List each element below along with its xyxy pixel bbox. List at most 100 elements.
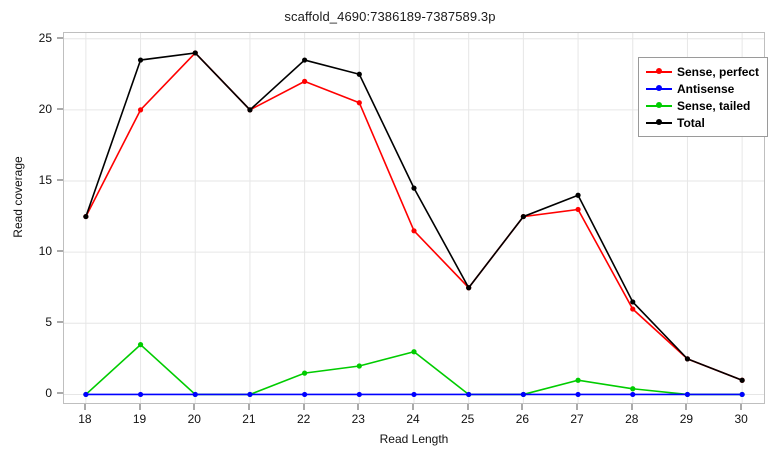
data-point xyxy=(302,391,308,398)
data-point xyxy=(575,377,581,383)
data-point xyxy=(83,213,89,220)
y-tick-mark xyxy=(57,250,63,252)
legend-key-icon xyxy=(644,97,674,114)
chart-legend: Sense, perfect Antisense Sense, tailed Tota… xyxy=(638,57,769,137)
x-tick-label: 30 xyxy=(734,412,748,426)
x-tick-mark xyxy=(248,404,250,410)
y-tick-mark xyxy=(57,179,63,181)
legend-key-marker xyxy=(656,102,662,108)
legend-key-marker xyxy=(656,119,662,125)
data-point xyxy=(630,391,636,398)
legend-item: Sense, tailed xyxy=(644,97,759,114)
legend-key-marker xyxy=(656,85,662,91)
y-axis-tick-marks xyxy=(56,32,63,404)
data-point xyxy=(466,391,472,398)
legend-key-icon xyxy=(644,63,674,80)
data-point xyxy=(739,391,745,398)
x-tick-label: 23 xyxy=(351,412,365,426)
chart-title: scaffold_4690:7386189-7387589.3p xyxy=(284,9,496,24)
legend-item: Total xyxy=(644,114,759,131)
x-tick-mark xyxy=(412,404,414,410)
data-point xyxy=(411,228,417,234)
y-axis-tick-labels: 0 5 10 15 20 25 xyxy=(0,30,52,404)
data-point xyxy=(192,391,198,398)
data-point xyxy=(411,391,417,398)
series-antisense xyxy=(83,391,745,398)
x-tick-mark xyxy=(467,404,469,410)
data-point xyxy=(192,50,198,56)
data-point xyxy=(356,100,362,106)
x-tick-mark xyxy=(193,404,195,410)
y-tick-label: 15 xyxy=(38,173,52,187)
x-axis-tick-marks xyxy=(63,404,765,411)
y-tick-mark xyxy=(57,392,63,394)
data-point xyxy=(466,285,472,291)
y-tick-label: 5 xyxy=(45,315,52,330)
x-tick-label: 28 xyxy=(625,412,639,426)
data-point xyxy=(247,107,253,113)
y-tick-mark xyxy=(57,37,63,39)
x-tick-mark xyxy=(740,404,742,410)
data-point xyxy=(684,391,691,398)
legend-item: Sense, perfect xyxy=(644,63,759,80)
x-tick-label: 29 xyxy=(679,412,694,426)
legend-key-icon xyxy=(644,114,674,131)
x-tick-mark xyxy=(685,404,687,410)
y-tick-mark xyxy=(57,108,63,110)
x-tick-label: 26 xyxy=(515,412,530,426)
data-point xyxy=(356,363,362,369)
data-point xyxy=(630,386,636,392)
data-point xyxy=(630,299,636,305)
y-tick-label: 0 xyxy=(45,386,52,401)
data-point xyxy=(137,107,144,113)
legend-key-icon xyxy=(644,80,674,97)
x-tick-mark xyxy=(139,404,141,410)
x-tick-label: 18 xyxy=(78,412,92,426)
data-point xyxy=(356,391,362,398)
data-point xyxy=(411,349,417,355)
legend-item: Antisense xyxy=(644,80,759,97)
data-point xyxy=(137,342,144,348)
data-point xyxy=(575,391,581,398)
x-tick-label: 27 xyxy=(570,412,584,426)
y-tick-mark xyxy=(57,321,63,323)
data-point xyxy=(83,391,89,398)
data-point xyxy=(684,356,691,362)
legend-key-marker xyxy=(656,68,662,74)
data-point xyxy=(575,192,581,198)
legend-item-label: Antisense xyxy=(677,81,735,96)
x-tick-mark xyxy=(303,404,305,410)
y-tick-label: 20 xyxy=(38,101,52,116)
data-point xyxy=(137,391,144,398)
x-tick-label: 19 xyxy=(132,412,147,426)
y-tick-label: 25 xyxy=(38,30,52,45)
legend-item-label: Sense, tailed xyxy=(677,98,751,113)
data-point xyxy=(247,391,253,398)
data-point xyxy=(137,57,144,63)
data-point xyxy=(302,370,308,376)
x-tick-label: 22 xyxy=(296,412,311,426)
data-point xyxy=(356,71,362,77)
x-tick-label: 20 xyxy=(187,412,201,426)
data-point xyxy=(739,377,745,383)
data-point xyxy=(520,213,526,220)
x-tick-mark xyxy=(521,404,523,410)
x-tick-label: 24 xyxy=(406,412,420,426)
data-point xyxy=(520,391,526,398)
x-tick-mark xyxy=(357,404,359,410)
data-point xyxy=(630,306,636,312)
x-tick-mark xyxy=(84,404,86,410)
legend-item-label: Total xyxy=(677,115,705,130)
x-tick-mark xyxy=(576,404,578,410)
x-tick-label: 21 xyxy=(242,412,256,426)
y-tick-label: 10 xyxy=(38,244,52,259)
x-tick-label: 25 xyxy=(461,412,475,426)
data-point xyxy=(302,57,308,63)
data-point xyxy=(411,185,417,191)
x-tick-mark xyxy=(631,404,633,410)
x-axis-label: Read Length xyxy=(379,432,449,446)
legend-item-label: Sense, perfect xyxy=(677,64,760,79)
data-point xyxy=(302,78,308,84)
series-total xyxy=(83,50,745,383)
